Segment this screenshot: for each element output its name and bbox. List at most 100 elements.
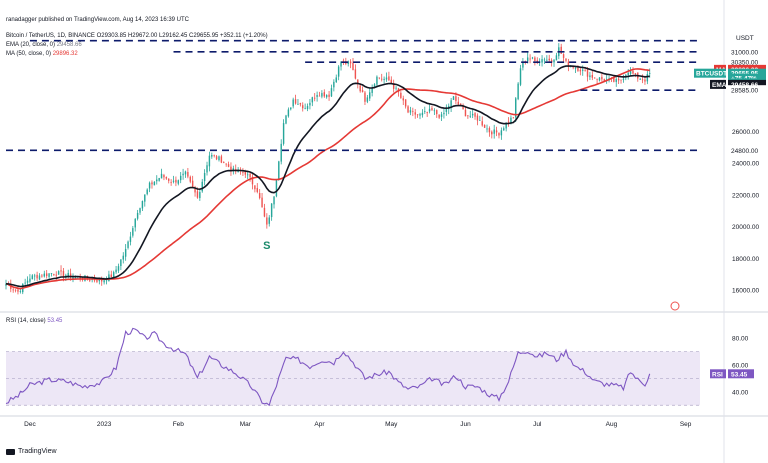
candle-body: [634, 73, 637, 74]
candle-body: [273, 196, 275, 205]
candle-body: [582, 69, 584, 71]
time-tick-label: Feb: [173, 421, 185, 428]
candle-body: [471, 113, 474, 116]
candle-body: [333, 81, 335, 88]
candle-body: [144, 194, 146, 202]
candle-body: [115, 269, 117, 273]
rsi-tick-label: 60.00: [732, 363, 749, 370]
candle-body: [306, 106, 309, 109]
candle-body: [266, 217, 268, 225]
candle-body: [376, 76, 378, 85]
candle-body: [246, 174, 249, 176]
price-tick-label: 16000.00: [732, 288, 759, 295]
candle-body: [175, 179, 177, 183]
time-tick-label: Jul: [533, 421, 542, 428]
candle-body: [182, 173, 184, 176]
candle-body: [493, 129, 495, 134]
candle-body: [105, 280, 108, 282]
candle-body: [529, 58, 531, 60]
ma-50-line: [5, 68, 650, 290]
candle-body: [215, 156, 218, 160]
candle-body: [203, 173, 206, 182]
candle-body: [287, 109, 290, 117]
candle-body: [194, 187, 196, 193]
candle-body: [591, 74, 594, 78]
candle-body: [318, 95, 321, 97]
candle-body: [479, 120, 481, 121]
candle-body: [36, 274, 38, 279]
candle-body: [79, 276, 81, 279]
candle-body: [373, 84, 376, 88]
candle-body: [531, 57, 534, 59]
candle-body: [440, 114, 443, 117]
candle-body: [136, 212, 139, 219]
candle-body: [510, 117, 512, 124]
candle-body: [72, 276, 74, 279]
candle-body: [457, 101, 460, 105]
rsi-side-tag: RSI: [712, 371, 723, 378]
candle-body: [519, 68, 522, 85]
candle-body: [208, 155, 211, 167]
candle-body: [500, 130, 503, 136]
candle-body: [507, 121, 510, 123]
rsi-tick-label: 80.00: [732, 336, 749, 343]
candle-body: [404, 99, 407, 107]
candle-body: [227, 164, 230, 167]
candle-body: [146, 189, 148, 195]
candle-body: [129, 236, 132, 242]
candle-body: [383, 78, 385, 80]
candle-body: [486, 128, 488, 130]
candle-body: [98, 278, 101, 282]
rsi-tick-label: 40.00: [732, 389, 749, 396]
candle-body: [438, 114, 440, 118]
candle-body: [579, 69, 582, 72]
candle-body: [615, 79, 617, 82]
rsi-value-tag: 53.45: [731, 371, 748, 378]
candle-body: [364, 92, 366, 102]
candle-body: [223, 162, 225, 163]
candle-body: [596, 78, 598, 80]
time-tick-label: Dec: [24, 421, 36, 428]
candle-body: [328, 94, 330, 97]
candle-body: [366, 97, 369, 102]
candle-body: [424, 111, 426, 112]
price-tag-bg: [728, 79, 766, 89]
candle-body: [433, 110, 436, 112]
candle-body: [297, 103, 299, 105]
price-tag-bg: [727, 46, 767, 57]
candle-body: [29, 278, 31, 282]
btcusdt-side-tag-bg: [694, 68, 726, 78]
candle-body: [294, 99, 297, 104]
candle-body: [617, 78, 620, 81]
candle-body: [541, 59, 543, 63]
candle-body: [371, 87, 373, 93]
candle-body: [163, 174, 165, 178]
candle-body: [639, 78, 641, 80]
candle-body: [495, 130, 498, 133]
rsi-side-tag-bg: [710, 369, 726, 379]
candle-body: [337, 66, 340, 77]
candle-body: [641, 79, 644, 81]
candle-body: [45, 273, 48, 276]
candle-body: [361, 90, 364, 93]
candle-body: [139, 208, 141, 213]
candle-body: [584, 70, 586, 72]
candle-body: [292, 99, 294, 107]
candle-body: [261, 197, 263, 208]
candle-body: [436, 110, 438, 115]
s-label: S: [263, 240, 270, 252]
candle-body: [450, 100, 452, 108]
ema-20-line: [5, 65, 650, 288]
candle-body: [33, 275, 36, 277]
candle-body: [548, 58, 550, 61]
candle-body: [407, 106, 409, 113]
candle-body: [505, 122, 507, 129]
candle-body: [213, 155, 215, 157]
candle-body: [196, 191, 199, 198]
tradingview-logo[interactable]: TradingView: [6, 448, 57, 455]
candle-body: [402, 98, 404, 101]
candle-body: [158, 177, 160, 181]
candle-body: [134, 218, 136, 228]
candle-body: [335, 77, 337, 83]
